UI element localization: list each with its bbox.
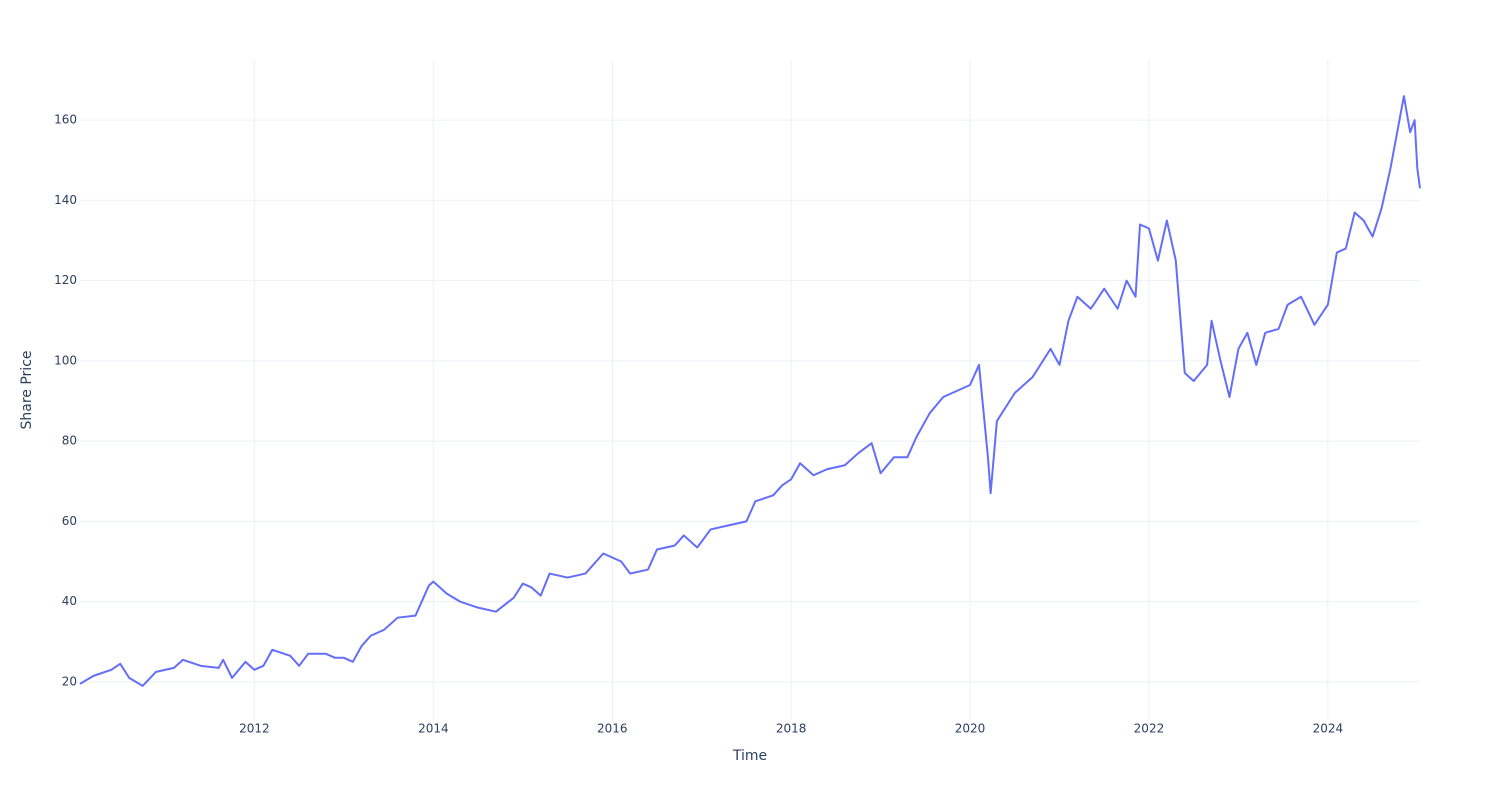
y-tick-label: 100 [54, 353, 77, 367]
y-tick-label: 160 [54, 113, 77, 127]
x-tick-label: 2020 [955, 722, 986, 736]
y-tick-label: 80 [62, 434, 77, 448]
price-line [79, 95, 1421, 687]
x-tick-label: 2018 [776, 722, 807, 736]
x-tick-label: 2016 [597, 722, 628, 736]
y-tick-label: 20 [62, 674, 77, 688]
x-axis-title: Time [732, 748, 767, 764]
x-tick-label: 2012 [239, 722, 270, 736]
x-tick-label: 2024 [1313, 722, 1344, 736]
x-tick-label: 2022 [1134, 722, 1165, 736]
y-tick-label: 120 [54, 273, 77, 287]
y-axis-title: Share Price [19, 350, 35, 429]
y-tick-label: 60 [62, 514, 77, 528]
x-tick-label: 2014 [418, 722, 449, 736]
y-tick-label: 40 [62, 594, 77, 608]
y-tick-label: 140 [54, 193, 77, 207]
